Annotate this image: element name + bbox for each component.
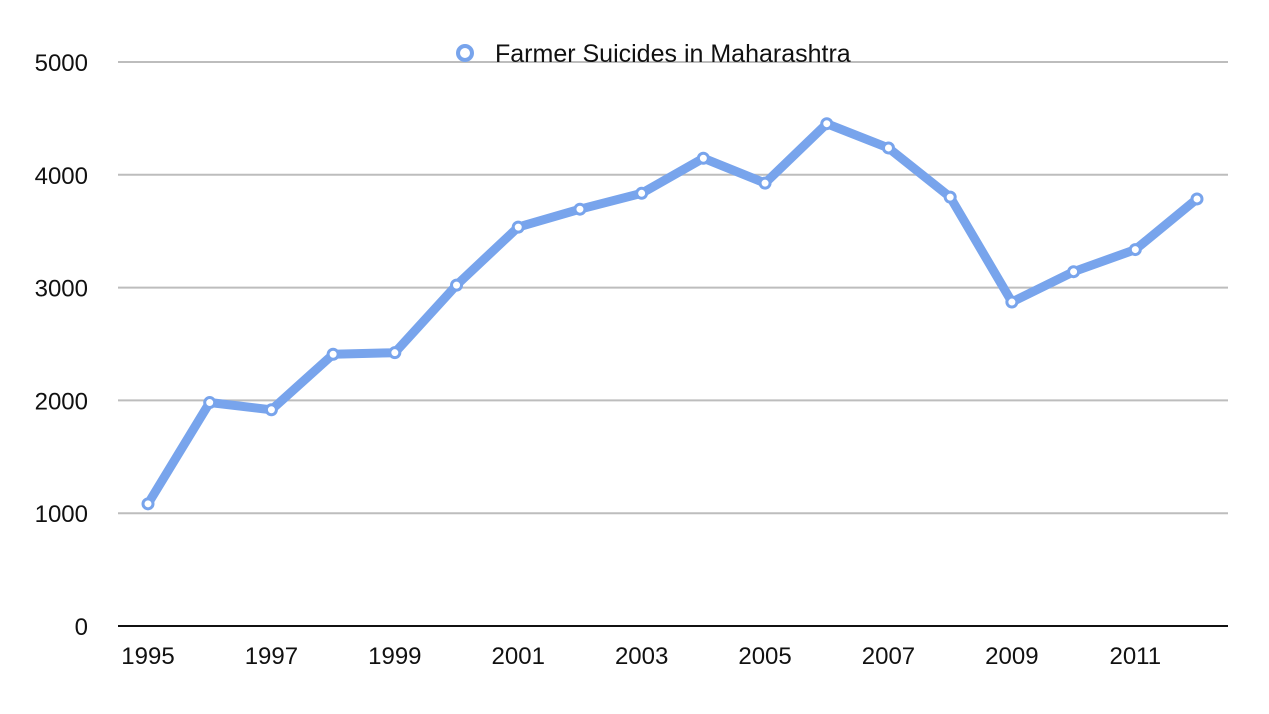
data-point (1128, 243, 1142, 257)
data-point (820, 117, 834, 131)
data-point (758, 176, 772, 190)
x-tick-label: 2001 (492, 643, 545, 670)
y-tick-label: 4000 (35, 163, 88, 190)
x-tick-label: 2003 (615, 643, 668, 670)
y-tick-label: 2000 (35, 388, 88, 415)
data-point (881, 141, 895, 155)
data-point (264, 403, 278, 417)
y-tick-label: 3000 (35, 276, 88, 303)
data-point (141, 497, 155, 511)
x-tick-label: 1999 (368, 643, 421, 670)
data-point (1190, 192, 1204, 206)
legend-marker-circle-icon (456, 44, 474, 62)
data-point (696, 151, 710, 165)
data-point (388, 346, 402, 360)
x-axis-tick-labels: 1995 1997 1999 2001 2003 2005 2007 2009 2011 (121, 643, 1161, 670)
x-tick-label: 1997 (245, 643, 298, 670)
data-point (573, 202, 587, 216)
data-point (943, 190, 957, 204)
series-layer (141, 117, 1204, 511)
legend: Farmer Suicides in Maharashtra (456, 40, 851, 68)
x-tick-label: 1995 (121, 643, 174, 670)
data-point (511, 220, 525, 234)
data-point (326, 347, 340, 361)
x-tick-label: 2007 (862, 643, 915, 670)
x-tick-label: 2009 (985, 643, 1038, 670)
data-point (203, 396, 217, 410)
series-line (143, 119, 1202, 509)
y-tick-label: 0 (75, 614, 88, 641)
gridlines (118, 61, 1228, 515)
y-axis-tick-labels: 0 1000 2000 3000 4000 5000 (35, 50, 88, 641)
y-tick-label: 5000 (35, 50, 88, 77)
x-tick-label: 2011 (1109, 643, 1161, 670)
data-point (450, 278, 464, 292)
data-point (635, 186, 649, 200)
data-point (1067, 265, 1081, 279)
x-tick-label: 2005 (738, 643, 791, 670)
y-tick-label: 1000 (35, 501, 88, 528)
data-point (1005, 295, 1019, 309)
legend-series-name: Farmer Suicides in Maharashtra (495, 40, 851, 68)
